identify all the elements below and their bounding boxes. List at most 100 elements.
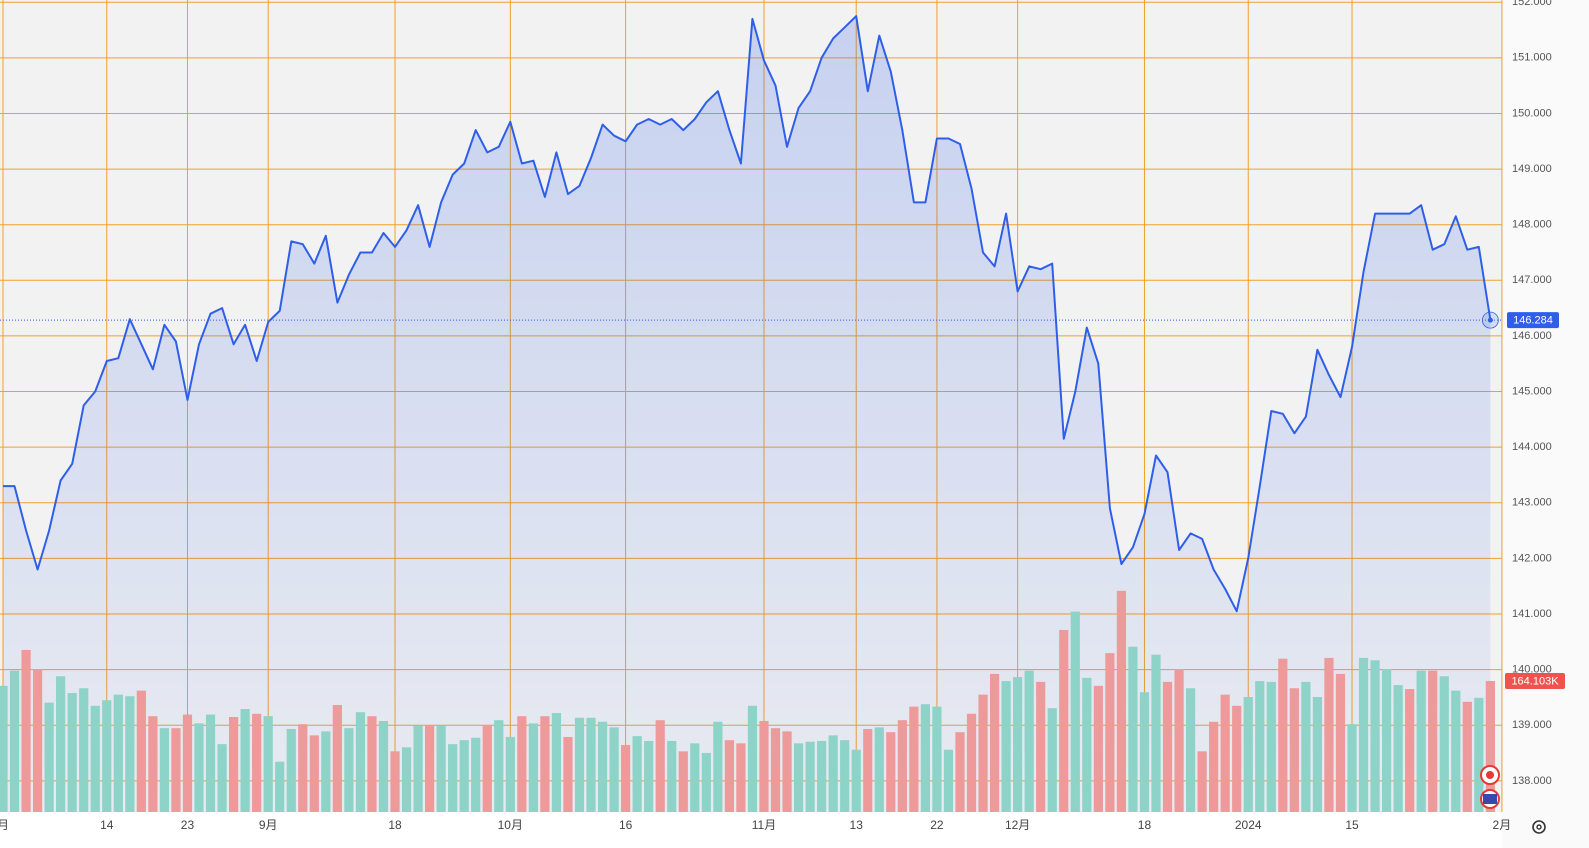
volume-bar bbox=[1001, 681, 1011, 812]
volume-label-box bbox=[1505, 672, 1565, 689]
volume-bar bbox=[1474, 697, 1484, 812]
volume-bar bbox=[1485, 680, 1495, 812]
price-line bbox=[3, 15, 1492, 613]
volume-bar bbox=[1232, 705, 1242, 812]
y-tick-label: 151.000 bbox=[1512, 52, 1552, 64]
volume-bar bbox=[886, 732, 896, 812]
volume-bar bbox=[1013, 677, 1023, 812]
volume-bar bbox=[1197, 751, 1207, 812]
volume-bar bbox=[1289, 688, 1299, 812]
volume-bar bbox=[1370, 660, 1380, 812]
volume-bar bbox=[851, 749, 861, 812]
volume-bar bbox=[1093, 685, 1103, 812]
volume-bar bbox=[782, 731, 792, 812]
x-tick-label: 2024 bbox=[1235, 818, 1262, 832]
volume-bar bbox=[171, 728, 181, 812]
volume-bar bbox=[1358, 657, 1369, 812]
volume-bar bbox=[1439, 676, 1449, 812]
volume-bar bbox=[909, 706, 919, 812]
volume-bar bbox=[863, 728, 873, 812]
price-axis-background bbox=[1502, 0, 1589, 848]
volume-bar bbox=[252, 713, 262, 812]
volume-bar bbox=[494, 720, 504, 812]
volume-bar bbox=[448, 744, 458, 812]
volume-bar bbox=[1082, 677, 1092, 812]
volume-bar bbox=[471, 737, 481, 812]
volume-bar bbox=[1393, 685, 1403, 812]
y-tick-label: 141.000 bbox=[1512, 608, 1552, 620]
volume-bar bbox=[1462, 701, 1472, 812]
volume-bar bbox=[966, 713, 977, 812]
y-tick-label: 152.000 bbox=[1512, 0, 1552, 8]
x-tick-label: 16 bbox=[619, 818, 633, 832]
volume-bar bbox=[897, 720, 907, 812]
x-tick-label: 15 bbox=[1345, 818, 1359, 832]
volume-bar bbox=[148, 716, 158, 812]
volume-bar bbox=[1059, 629, 1069, 812]
last-price-dot bbox=[1487, 317, 1493, 323]
volume-bar bbox=[1428, 670, 1438, 812]
volume-bar bbox=[1301, 681, 1311, 812]
volume-bar bbox=[574, 717, 585, 812]
volume-bar bbox=[597, 721, 608, 812]
x-tick-label: 18 bbox=[1138, 818, 1152, 832]
volume-bar bbox=[44, 702, 54, 812]
volume-bar bbox=[1024, 670, 1034, 812]
y-tick-label: 143.000 bbox=[1512, 497, 1552, 509]
volume-bar bbox=[182, 714, 193, 812]
volume-bar bbox=[159, 728, 170, 812]
volume-bar bbox=[367, 716, 377, 812]
volume-bar bbox=[390, 751, 400, 812]
volume-bar bbox=[943, 749, 954, 812]
volume-bar bbox=[32, 669, 43, 812]
volume-bar bbox=[747, 705, 758, 812]
x-tick-label: 14 bbox=[100, 818, 114, 832]
volume-bar bbox=[932, 706, 942, 812]
volume-bar bbox=[0, 685, 8, 812]
x-tick-label: 月 bbox=[0, 818, 9, 832]
volume-bar bbox=[1335, 673, 1346, 812]
volume-bar bbox=[874, 727, 884, 812]
y-tick-label: 138.000 bbox=[1512, 775, 1552, 787]
volume-bar bbox=[667, 740, 677, 812]
volume-bar bbox=[817, 740, 827, 812]
x-tick-label: 18 bbox=[388, 818, 402, 832]
x-tick-label: 10月 bbox=[498, 818, 523, 832]
x-tick-label: 23 bbox=[181, 818, 195, 832]
volume-bar bbox=[1209, 721, 1219, 812]
y-tick-label: 149.000 bbox=[1512, 163, 1552, 175]
volume-bar bbox=[978, 694, 988, 812]
volume-bar bbox=[989, 673, 1000, 812]
volume-bar bbox=[425, 725, 435, 812]
volume-bar bbox=[1324, 657, 1334, 812]
volume-bar bbox=[805, 741, 815, 812]
volume-bar bbox=[632, 736, 642, 812]
volume-bar bbox=[920, 704, 930, 812]
volume-bar bbox=[1243, 697, 1253, 812]
volume-bar bbox=[1162, 681, 1173, 812]
x-tick-label: 9月 bbox=[259, 818, 278, 832]
volume-bar bbox=[678, 751, 688, 812]
volume-bar bbox=[1185, 688, 1196, 812]
volume-bar bbox=[1278, 658, 1288, 812]
volume-bar bbox=[551, 712, 562, 812]
y-tick-label: 145.000 bbox=[1512, 385, 1552, 397]
x-tick-label: 13 bbox=[850, 818, 864, 832]
volume-bar bbox=[770, 728, 781, 812]
volume-bar bbox=[793, 743, 804, 812]
volume-bar bbox=[309, 735, 319, 812]
volume-bar bbox=[563, 736, 573, 812]
volume-bar bbox=[401, 747, 412, 812]
volume-bar bbox=[1266, 681, 1276, 812]
settings-icon[interactable] bbox=[1532, 820, 1546, 834]
volume-bar bbox=[1070, 611, 1080, 812]
volume-bar bbox=[1139, 692, 1150, 812]
volume-bar bbox=[217, 744, 227, 812]
volume-bar bbox=[355, 712, 366, 812]
volume-bar bbox=[1036, 681, 1046, 812]
volume-bar bbox=[102, 700, 112, 812]
volume-bar bbox=[1405, 689, 1415, 812]
volume-bar bbox=[655, 720, 665, 812]
volume-bar bbox=[125, 696, 135, 812]
volume-bar bbox=[229, 716, 239, 812]
